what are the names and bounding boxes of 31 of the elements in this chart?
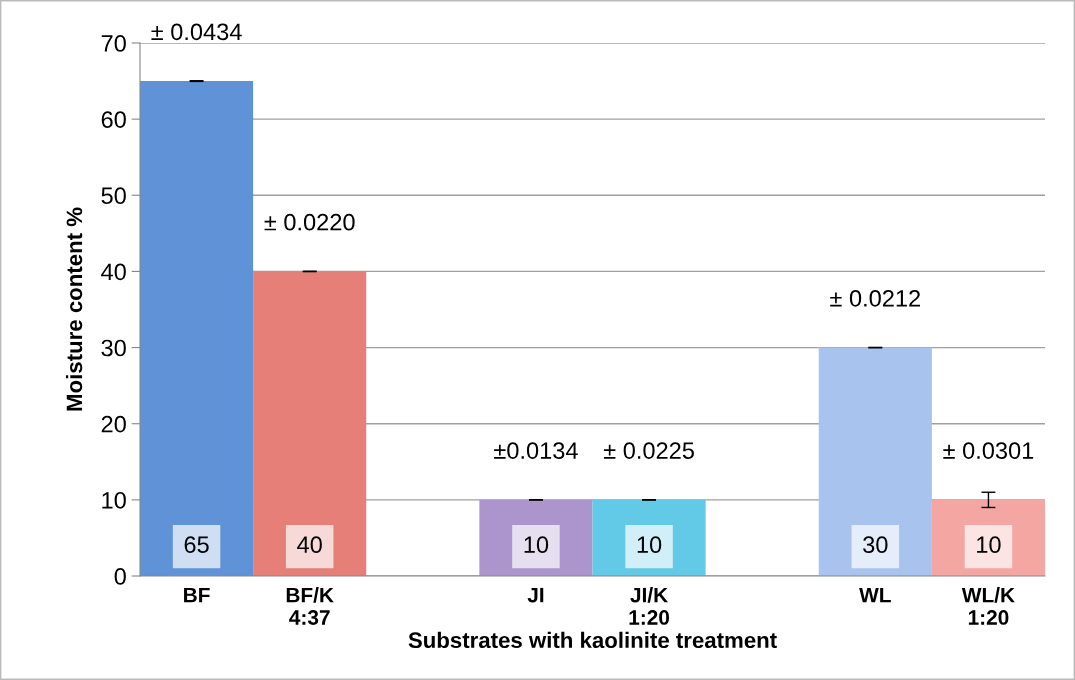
x-tick-label: JI [527,587,544,603]
annotation: ± 0.0301 [943,442,1034,459]
bar [818,347,932,576]
x-tick-label: JI/K 1:20 [629,587,670,625]
data-label: 10 [637,536,662,554]
bar [140,81,254,576]
x-tick-label: BF [184,587,210,603]
data-label: 65 [184,536,209,554]
annotation: ± 0.0212 [830,289,920,307]
annotation: ± 0.0434 [151,23,242,41]
x-axis-title: Substrates with kaolinite treatment [408,631,777,649]
data-label: 30 [863,536,888,554]
y-tick-label: 50 [101,187,126,205]
y-tick-label: 70 [101,35,126,52]
y-axis-title: Moisture content % [65,207,83,411]
x-tick-label: WL/K 1:20 [961,587,1015,625]
data-label: 40 [297,536,322,554]
y-tick-label: 30 [101,339,126,357]
y-tick-label: 20 [101,415,126,433]
x-tick-label: BF/K 4:37 [286,587,334,625]
data-label: 10 [977,536,1001,554]
y-tick-label: 60 [101,111,126,128]
annotation: ± 0.0220 [264,213,355,231]
y-tick-label: 0 [114,568,126,585]
bar [253,271,367,576]
annotation: ±0.0134 [494,442,578,459]
y-tick-label: 10 [102,491,126,509]
x-tick-label: WL [859,587,891,603]
y-tick-label: 40 [101,263,126,281]
data-label: 10 [524,536,549,554]
annotation: ± 0.0225 [603,442,694,459]
